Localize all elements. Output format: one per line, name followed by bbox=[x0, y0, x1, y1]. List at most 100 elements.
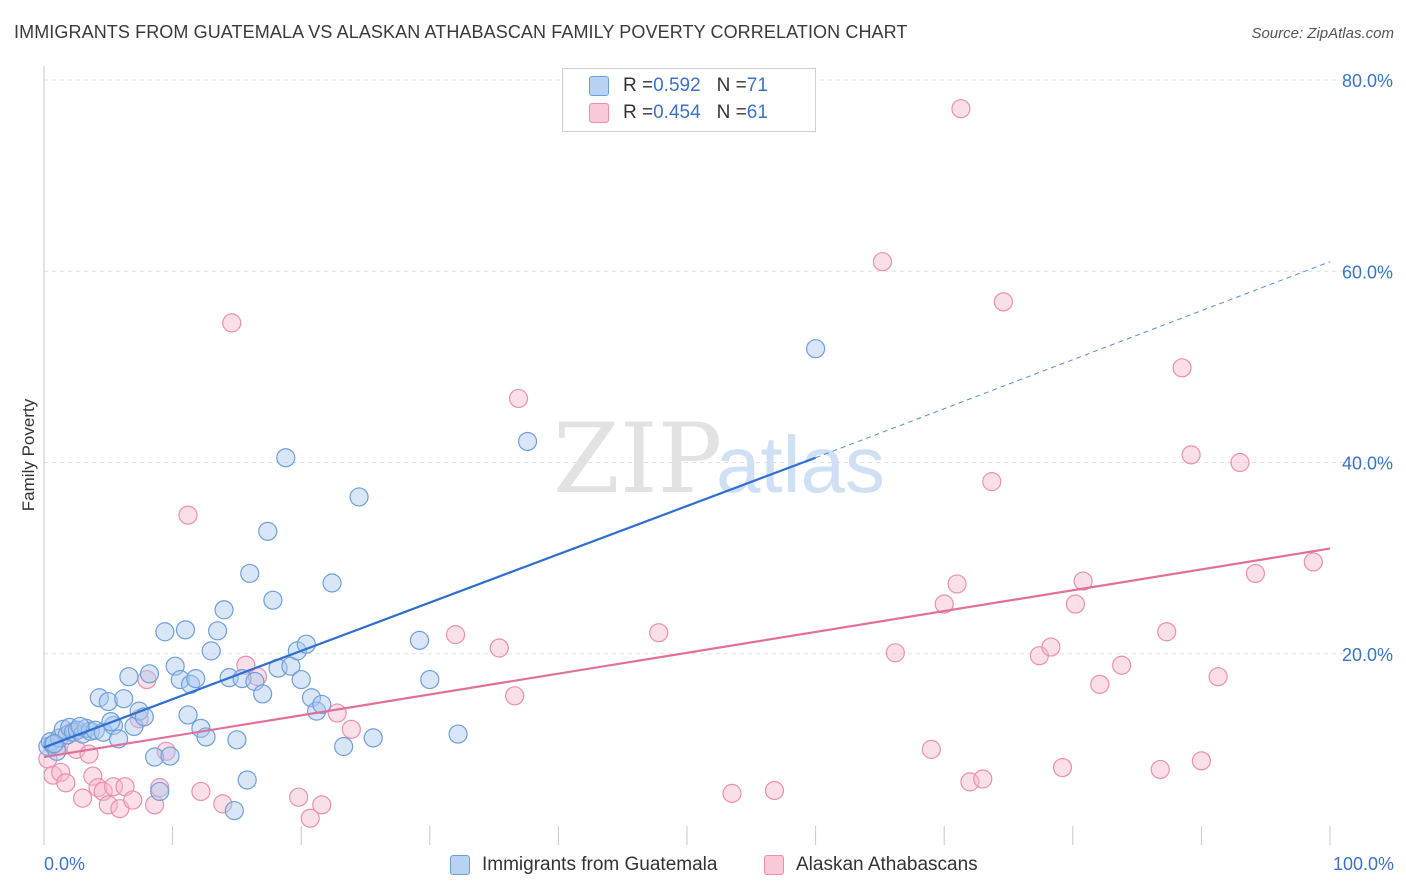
data-point-athabascan bbox=[178, 505, 198, 525]
watermark: ZIP atlas bbox=[553, 403, 885, 515]
data-point-athabascan bbox=[300, 808, 320, 828]
data-point-athabascan bbox=[921, 739, 941, 759]
data-point-athabascan bbox=[934, 594, 954, 614]
data-point-athabascan bbox=[973, 769, 993, 789]
legend-r-value: 0.454 bbox=[653, 102, 701, 123]
data-point-guatemala bbox=[363, 728, 383, 748]
source-label: Source: ZipAtlas.com bbox=[1251, 25, 1394, 42]
data-point-athabascan bbox=[123, 790, 143, 810]
x-tick-label: 100.0% bbox=[1333, 854, 1394, 874]
data-point-athabascan bbox=[72, 788, 93, 808]
data-point-guatemala bbox=[237, 770, 257, 790]
data-point-guatemala bbox=[139, 664, 160, 684]
data-point-guatemala bbox=[517, 431, 538, 452]
bottom-legend-athabascan: Alaskan Athabascans bbox=[764, 852, 978, 878]
data-point-athabascan bbox=[1073, 571, 1093, 591]
data-point-athabascan bbox=[1191, 751, 1212, 771]
data-point-athabascan bbox=[508, 388, 529, 409]
data-point-guatemala bbox=[201, 641, 221, 661]
data-point-guatemala bbox=[186, 669, 206, 689]
data-point-athabascan bbox=[1090, 674, 1110, 694]
data-point-guatemala bbox=[124, 716, 144, 737]
data-point-guatemala bbox=[114, 689, 134, 709]
data-point-guatemala bbox=[253, 684, 273, 704]
data-point-athabascan bbox=[489, 638, 509, 658]
data-point-guatemala bbox=[150, 781, 170, 802]
stats-legend: R = 0.592 N = 71 R = 0.454 N = 61 bbox=[562, 68, 816, 132]
data-point-athabascan bbox=[505, 686, 525, 706]
data-point-athabascan bbox=[103, 777, 124, 797]
data-point-athabascan bbox=[649, 623, 669, 643]
data-point-athabascan bbox=[1181, 445, 1201, 465]
legend-row-guatemala: R = 0.592 N = 71 bbox=[589, 73, 768, 99]
data-point-athabascan bbox=[222, 313, 242, 333]
bottom-legend-label: Immigrants from Guatemala bbox=[482, 854, 718, 875]
data-point-athabascan bbox=[83, 766, 103, 786]
trendline-guatemala bbox=[43, 456, 816, 749]
data-point-guatemala bbox=[334, 736, 354, 757]
data-point-guatemala bbox=[291, 669, 311, 690]
data-point-athabascan bbox=[1157, 622, 1177, 642]
data-point-guatemala bbox=[175, 620, 196, 640]
data-point-guatemala bbox=[119, 667, 139, 687]
data-point-guatemala bbox=[263, 590, 283, 610]
data-point-athabascan bbox=[1112, 655, 1132, 675]
data-point-guatemala bbox=[296, 634, 316, 654]
data-point-athabascan bbox=[947, 574, 967, 594]
data-point-athabascan bbox=[341, 719, 361, 739]
x-tick-label: 0.0% bbox=[44, 854, 85, 874]
data-point-guatemala bbox=[144, 747, 165, 767]
data-point-athabascan bbox=[56, 773, 76, 793]
data-point-guatemala bbox=[322, 573, 342, 593]
data-point-athabascan bbox=[1208, 667, 1228, 687]
legend-n-value: 71 bbox=[746, 75, 768, 96]
data-point-athabascan bbox=[1230, 452, 1250, 473]
trendline-guatemala-extension bbox=[815, 261, 1331, 459]
trendline-athabascan bbox=[43, 547, 1331, 759]
legend-row-athabascan: R = 0.454 N = 61 bbox=[589, 100, 768, 126]
bottom-legend-swatch-pink bbox=[764, 855, 784, 875]
data-point-guatemala bbox=[170, 669, 190, 690]
data-point-athabascan bbox=[51, 762, 71, 782]
data-point-athabascan bbox=[982, 472, 1002, 492]
data-point-athabascan bbox=[993, 292, 1013, 312]
data-point-athabascan bbox=[1150, 759, 1170, 780]
data-point-athabascan bbox=[872, 252, 893, 272]
data-point-guatemala bbox=[98, 691, 118, 712]
watermark-zip: ZIP bbox=[553, 403, 722, 515]
y-tick-label: 20.0% bbox=[1342, 645, 1393, 665]
data-point-athabascan bbox=[213, 794, 233, 814]
bottom-legend-swatch-blue bbox=[450, 855, 470, 875]
data-point-guatemala bbox=[224, 800, 244, 821]
y-tick-label: 40.0% bbox=[1342, 454, 1393, 474]
data-point-athabascan bbox=[1041, 637, 1061, 657]
legend-n-value: 61 bbox=[746, 102, 768, 123]
bottom-legend-label: Alaskan Athabascans bbox=[796, 854, 978, 875]
axes-layer bbox=[43, 66, 1331, 845]
data-point-guatemala bbox=[178, 705, 198, 725]
data-point-guatemala bbox=[155, 622, 175, 642]
legend-r-label: R = bbox=[623, 75, 654, 96]
legend-swatch-pink bbox=[589, 103, 609, 123]
data-point-athabascan bbox=[312, 795, 332, 815]
legend-n-label: N = bbox=[716, 102, 747, 123]
data-point-athabascan bbox=[764, 780, 785, 801]
data-point-guatemala bbox=[214, 600, 234, 620]
y-tick-label: 80.0% bbox=[1342, 71, 1393, 91]
data-point-guatemala bbox=[227, 730, 247, 750]
trend-layer bbox=[43, 261, 1331, 759]
data-point-athabascan bbox=[1172, 358, 1192, 378]
data-point-athabascan bbox=[445, 625, 466, 645]
y-tick-label: 60.0% bbox=[1342, 262, 1393, 282]
data-point-athabascan bbox=[98, 795, 118, 815]
y-axis-title: Family Poverty bbox=[19, 398, 38, 511]
data-point-athabascan bbox=[88, 778, 108, 798]
data-point-athabascan bbox=[885, 643, 905, 663]
data-point-athabascan bbox=[722, 783, 742, 803]
data-point-guatemala bbox=[805, 339, 826, 359]
data-point-athabascan bbox=[1065, 594, 1085, 614]
legend-r-value: 0.592 bbox=[653, 75, 701, 96]
data-point-athabascan bbox=[191, 781, 211, 802]
data-point-guatemala bbox=[349, 487, 369, 507]
